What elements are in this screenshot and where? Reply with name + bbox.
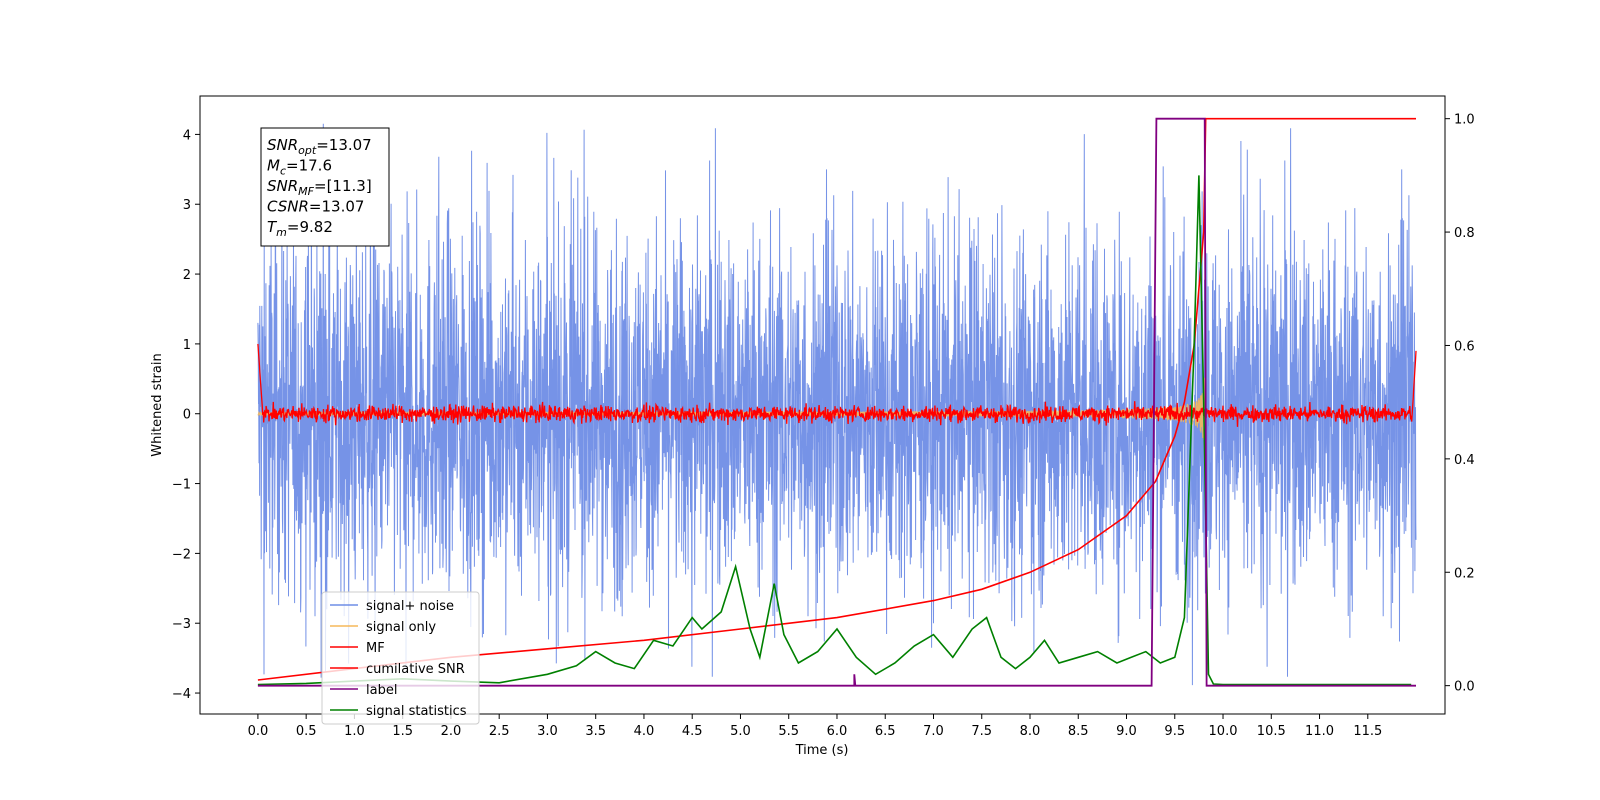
x-tick-label: 3.0 [537,724,558,739]
x-tick-label: 11.0 [1305,724,1334,739]
legend-label: signal statistics [366,704,467,719]
annotation-subscript: MF [298,185,314,198]
legend-label: label [366,683,397,698]
legend: signal+ noise signal only MF cumilative SNR… [321,591,480,725]
annotation-value: =[11.3] [314,177,372,195]
plot-area [257,117,1417,687]
series-signal-statistics [257,175,1412,686]
y-tick-label: 0 [183,408,191,423]
plot-frame [199,95,1446,715]
annotation-line: Tm=9.82 [267,218,333,239]
y2-tick-label: 0.6 [1454,339,1475,354]
x-tick-label: 4.5 [682,724,703,739]
x-tick-label: 0.5 [296,724,317,739]
annotation-frame [260,127,390,247]
legend-label: MF [366,641,385,656]
annotation-subscript: m [276,226,287,239]
x-tick-label: 1.5 [392,724,413,739]
x-axis: 0.0 0.5 1.0 1.5 2.0 2.5 3.0 3.5 4.0 4.5 5.0 5.5 6.0 6… [248,714,1382,739]
x-tick-label: 7.0 [923,724,944,739]
annotation-box: SNRopt=13.07Mc=17.6SNRMF=[11.3]CSNR=13.0… [260,127,390,247]
y-tick-label: 2 [183,268,191,283]
x-tick-label: 8.0 [1020,724,1041,739]
legend-label: signal+ noise [366,599,454,614]
y-tick-label: 3 [183,198,191,213]
annotation-value: =9.82 [287,218,333,236]
x-tick-label: 11.5 [1353,724,1382,739]
annotation-line: SNRMF=[11.3] [267,177,372,198]
y2-tick-label: 0.8 [1454,226,1475,241]
x-tick-label: 7.5 [971,724,992,739]
y-tick-label: −1 [172,478,191,493]
annotation-symbol: SNR [267,177,298,195]
series-cumulative-snr [257,117,1416,681]
y-axis-right: 1.0 0.8 0.6 0.4 0.2 0.0 [1445,113,1475,695]
annotation-line: CSNR=13.07 [267,198,364,216]
x-tick-label: 6.5 [875,724,896,739]
x-tick-label: 10.0 [1209,724,1238,739]
x-tick-label: 9.0 [1116,724,1137,739]
x-tick-label: 4.0 [634,724,655,739]
x-tick-label: 9.5 [1164,724,1185,739]
annotation-symbol: SNR [267,136,298,154]
x-tick-label: 5.0 [730,724,751,739]
x-tick-label: 5.5 [778,724,799,739]
y2-tick-label: 1.0 [1454,113,1475,128]
x-tick-label: 2.5 [489,724,510,739]
x-tick-label: 8.5 [1068,724,1089,739]
series-mf [257,343,1417,427]
legend-label: signal only [366,620,436,635]
annotation-value: =13.07 [316,136,372,154]
series-label [257,117,1416,687]
legend-label: cumilative SNR [366,662,465,677]
y-tick-label: −2 [172,547,191,562]
annotation-value: =17.6 [286,157,332,175]
y2-tick-label: 0.4 [1454,453,1475,468]
y-tick-label: 1 [183,338,191,353]
annotation-symbol: M [267,157,280,175]
x-tick-label: 6.0 [827,724,848,739]
annotation-subscript: opt [298,144,317,157]
y-tick-label: 4 [183,128,191,143]
y-axis-left: 4 3 2 1 0 −1 −2 −3 −4 [172,128,200,702]
y-tick-label: −3 [172,617,191,632]
annotation-line: SNRopt=13.07 [267,136,372,157]
x-tick-label: 2.0 [441,724,462,739]
x-tick-label: 1.0 [344,724,365,739]
annotation-subscript: c [280,165,286,178]
y2-tick-label: 0.0 [1454,680,1475,695]
y-tick-label: −4 [172,687,191,702]
annotation-value: =13.07 [309,198,365,216]
annotation-symbol: T [267,218,278,236]
annotation-line: Mc=17.6 [267,157,332,178]
x-tick-label: 0.0 [248,724,269,739]
series-signal-noise [257,123,1417,686]
legend-frame [321,591,480,725]
x-tick-label: 10.5 [1257,724,1286,739]
annotation-symbol: CSNR [267,198,309,216]
x-tick-label: 3.5 [585,724,606,739]
y2-tick-label: 0.2 [1454,566,1475,581]
x-axis-title: Time (s) [795,743,849,758]
y-axis-title: Whitened strain [150,353,165,456]
